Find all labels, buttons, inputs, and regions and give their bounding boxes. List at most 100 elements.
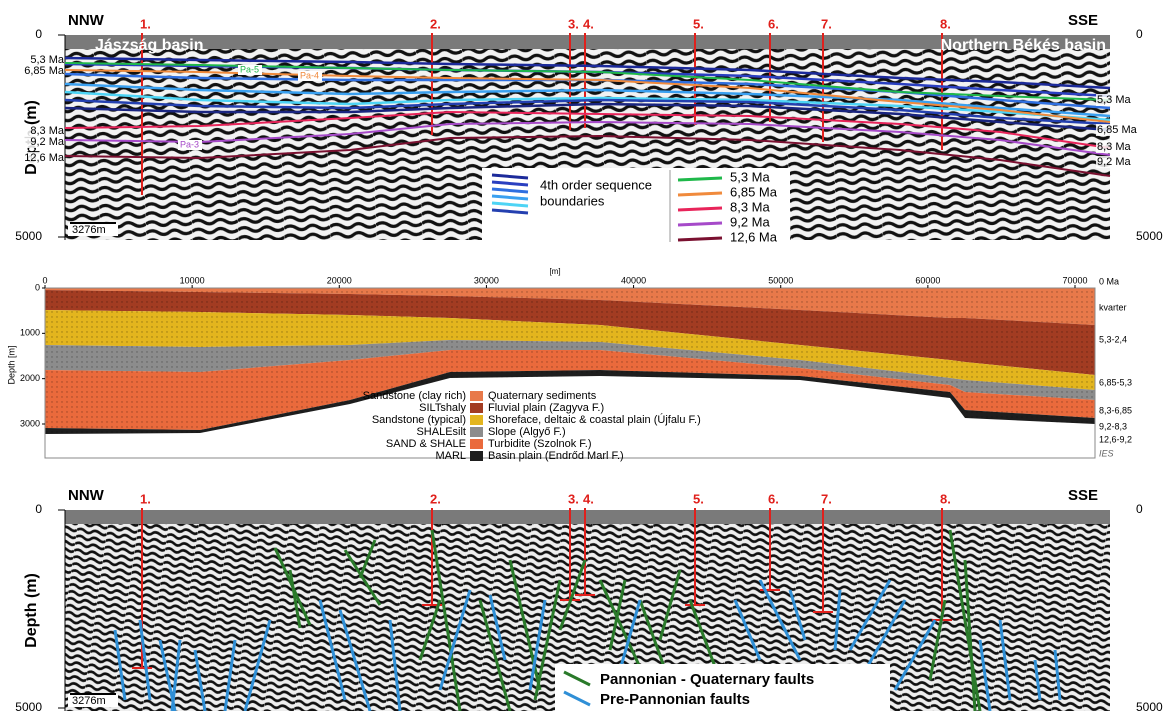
- fault-pannonian: [928, 599, 947, 681]
- legend-label: Pre-Pannonian faults: [600, 691, 750, 708]
- well-label: 4.: [583, 491, 594, 506]
- legend-swatch: [563, 690, 591, 707]
- sequence-tag: Pa-3: [180, 139, 199, 149]
- scale-bar-box: [68, 694, 118, 707]
- well-label: 4.: [583, 16, 594, 31]
- y-axis-title: Depth [m]: [6, 345, 16, 384]
- legend-label: 6,85 Ma: [730, 184, 778, 199]
- depth-tick-label-right: 5000: [1136, 700, 1163, 711]
- fault-pre-pannonian: [833, 589, 842, 651]
- legend-label: 9,2 Ma: [730, 214, 771, 229]
- horizon-label-bg: [1096, 124, 1140, 136]
- legend-swatch: [491, 201, 529, 208]
- facies-label: Quaternary sediments: [488, 390, 597, 402]
- fault-pannonian: [358, 539, 377, 579]
- fault-pannonian: [608, 579, 627, 651]
- fault-pre-pannonian: [223, 639, 237, 712]
- horizon-label-left: 9,2 Ma: [30, 136, 65, 148]
- legend-label: 8,3 Ma: [730, 199, 771, 214]
- scale-bar-label: 3276m: [72, 695, 106, 707]
- legend-swatch: [470, 403, 483, 413]
- x-tick-label: 30000: [474, 275, 499, 285]
- well-label: 8.: [940, 16, 951, 31]
- fault-pre-pannonian: [893, 619, 937, 691]
- fault-pre-pannonian: [733, 599, 762, 661]
- well-label: 3.: [568, 491, 579, 506]
- fault-pre-pannonian: [243, 619, 272, 712]
- legend-swatch: [677, 191, 723, 197]
- horizon: [64, 134, 1111, 177]
- fault-pre-pannonian: [170, 639, 182, 712]
- lithology-label: SHALEsilt: [416, 426, 466, 438]
- horizon-label-bg: [18, 65, 64, 77]
- well-label: 8.: [940, 491, 951, 506]
- legend-swatch: [470, 415, 483, 425]
- fault-pre-pannonian: [388, 619, 402, 712]
- lithology-label: Sandstone (typical): [372, 414, 466, 426]
- x-tick-label: 10000: [180, 275, 205, 285]
- facies-label: Shoreface, deltaic & coastal plain (Újfa…: [488, 413, 701, 426]
- lithology-label: Sandstone (clay rich): [363, 390, 466, 402]
- fault-pre-pannonian: [338, 609, 372, 712]
- x-tick-label: 0: [42, 275, 47, 285]
- fault-pannonian: [478, 599, 512, 712]
- well-label: 6.: [768, 16, 779, 31]
- facies-label: Basin plain (Endrőd Marl F.): [488, 450, 624, 462]
- sequence-boundary: [64, 98, 1111, 126]
- lithology-label: SAND & SHALE: [386, 438, 466, 450]
- fault-pannonian: [288, 569, 302, 629]
- model-frame: [44, 287, 1096, 459]
- well-label: 1.: [140, 491, 151, 506]
- horizon: [64, 110, 1111, 149]
- age-label: 9,2-8,3: [1099, 421, 1127, 431]
- horizon-label-bg: [18, 54, 64, 66]
- well-label: 1.: [140, 16, 151, 31]
- legend-swatch: [470, 439, 483, 449]
- legend-label: Pannonian - Quaternary faults: [600, 671, 814, 688]
- fault-pannonian: [343, 549, 382, 606]
- fault-pannonian: [418, 599, 442, 661]
- y-tick-label: 3000: [20, 418, 40, 428]
- legend-box: [555, 664, 890, 711]
- surface-band: [65, 35, 1110, 49]
- age-label: 8,3-6,85: [1099, 405, 1132, 415]
- horizon: [64, 120, 1111, 156]
- left-direction: NNW: [68, 12, 105, 29]
- facies-label: Slope (Algyő F.): [488, 426, 566, 438]
- surface-band: [65, 510, 1110, 524]
- legend-swatch: [470, 451, 483, 461]
- credit: IES: [1099, 448, 1114, 458]
- x-tick-label: 60000: [915, 275, 940, 285]
- fault-pre-pannonian: [978, 639, 992, 712]
- legend-swatch: [491, 173, 529, 180]
- sequence-tag-bg: [238, 65, 262, 75]
- depth-tick-label: 0: [35, 502, 42, 516]
- fault-pre-pannonian: [788, 589, 807, 641]
- model-layer-texture: [45, 340, 1095, 400]
- legend-swatch: [563, 670, 591, 687]
- legend-swatch: [677, 176, 723, 182]
- fault-pannonian: [963, 559, 977, 712]
- age-label: 6,85-5,3: [1099, 377, 1132, 387]
- scale-bar-box: [68, 223, 118, 236]
- horizon-label-bg: [1096, 156, 1140, 168]
- horizon-label-bg: [1096, 141, 1140, 153]
- well-label: 5.: [693, 491, 704, 506]
- depth-tick-label: 5000: [15, 229, 42, 243]
- fault-pre-pannonian: [1053, 649, 1062, 701]
- x-tick-label: 40000: [621, 275, 646, 285]
- fault-pre-pannonian: [113, 629, 127, 701]
- legend-swatch: [470, 391, 483, 401]
- sequence-tag: Pa-4: [300, 70, 319, 80]
- well-label: 7.: [821, 16, 832, 31]
- fault-pre-pannonian: [138, 619, 152, 701]
- fault-pre-pannonian: [438, 589, 472, 691]
- fault-pre-pannonian: [193, 649, 207, 712]
- well-label: 5.: [693, 16, 704, 31]
- facies-label: Fluvial plain (Zagyva F.): [488, 402, 604, 414]
- horizon-label-left: 12,6 Ma: [24, 152, 65, 164]
- x-tick-label: 70000: [1062, 275, 1087, 285]
- depth-axis-title: Depth (m): [23, 573, 40, 648]
